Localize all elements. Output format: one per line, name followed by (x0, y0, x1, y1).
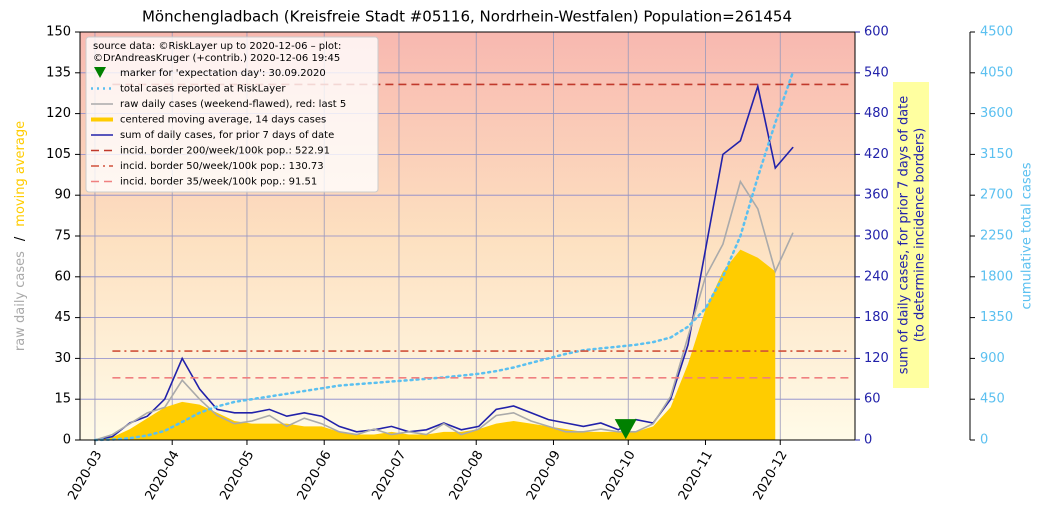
legend-box (85, 36, 379, 193)
x-tick-label: 2020-03 (65, 448, 105, 503)
x-tick-label: 2020-04 (143, 448, 183, 503)
legend-source: ©DrAndreasKruger (+contrib.) 2020-12-06 … (93, 53, 340, 64)
y3-tick-label: 2700 (980, 188, 1013, 203)
y3-tick-label: 0 (980, 433, 988, 448)
y2-tick-label: 60 (864, 392, 881, 407)
legend-label: marker for 'expectation day': 30.09.2020 (120, 68, 326, 79)
x-tick-label: 2020-10 (599, 448, 639, 503)
y-tick-label: 90 (54, 188, 71, 203)
x-tick-label: 2020-06 (295, 448, 335, 503)
area (94, 249, 776, 440)
y3-axis-label: cumulative total cases (1020, 162, 1035, 309)
y3-tick-label: 2250 (980, 229, 1013, 244)
legend-label: raw daily cases (weekend-flawed), red: l… (120, 99, 346, 110)
y2-tick-label: 180 (864, 310, 889, 325)
x-tick-label: 2020-08 (447, 448, 487, 503)
y-axis-label: raw daily cases / moving average (13, 121, 28, 351)
y-tick-label: 60 (54, 269, 71, 284)
y2-tick-label: 540 (864, 65, 889, 80)
chart-title: Mönchengladbach (Kreisfreie Stadt #05116… (142, 8, 792, 26)
x-tick-label: 2020-09 (524, 448, 564, 503)
y-tick-label: 150 (46, 25, 71, 40)
legend: source data: ©RiskLayer up to 2020-12-06… (85, 36, 379, 193)
expectation-marker (614, 419, 637, 440)
y-tick-label: 45 (54, 310, 71, 325)
y3-tick-label: 4050 (980, 65, 1013, 80)
x-tick-label: 2020-12 (751, 448, 791, 503)
y2-tick-label: 360 (864, 188, 889, 203)
x-tick-label: 2020-11 (676, 448, 716, 503)
y3-tick-label: 3150 (980, 147, 1013, 162)
y2-tick-label: 0 (864, 433, 872, 448)
y3-tick-label: 3600 (980, 106, 1013, 121)
y2-tick-label: 600 (864, 25, 889, 40)
legend-label: total cases reported at RiskLayer (120, 84, 286, 95)
y2-tick-label: 240 (864, 269, 889, 284)
y3-tick-label: 450 (980, 392, 1005, 407)
legend-label: centered moving average, 14 days cases (120, 115, 326, 126)
y-label-part: / (13, 236, 28, 241)
x-tick-label: 2020-07 (369, 448, 409, 503)
line (94, 179, 794, 441)
x-tick-label: 2020-05 (217, 448, 257, 503)
y2-tick-label: 420 (864, 147, 889, 162)
y-tick-label: 120 (46, 106, 71, 121)
y2-axis-label: sum of daily cases, for prior 7 days of … (897, 96, 912, 375)
legend-label: incid. border 200/week/100k pop.: 522.91 (120, 146, 330, 157)
y2-tick-label: 480 (864, 106, 889, 121)
y3-tick-label: 1800 (980, 269, 1013, 284)
y-tick-label: 0 (63, 433, 71, 448)
legend-label: incid. border 50/week/100k pop.: 130.73 (120, 161, 324, 172)
y2-tick-label: 300 (864, 229, 889, 244)
legend-swatch (94, 67, 106, 78)
y-tick-label: 105 (46, 147, 71, 162)
y2-tick-label: 120 (864, 351, 889, 366)
y3-tick-label: 4500 (980, 25, 1013, 40)
legend-source: source data: ©RiskLayer up to 2020-12-06… (93, 41, 341, 52)
y3-tick-label: 900 (980, 351, 1005, 366)
y3-tick-label: 1350 (980, 310, 1013, 325)
y-label-part: moving average (13, 121, 28, 227)
legend-label: sum of daily cases, for prior 7 days of … (120, 130, 334, 141)
y-tick-label: 15 (54, 392, 71, 407)
y-tick-label: 135 (46, 65, 71, 80)
y2-axis-label: (to determine incidence borders) (913, 128, 928, 343)
y-label-part: raw daily cases (13, 251, 28, 351)
y2-label-box (893, 82, 929, 388)
line (93, 71, 794, 442)
legend-label: incid. border 35/week/100k pop.: 91.51 (120, 177, 317, 188)
y-tick-label: 75 (54, 229, 71, 244)
y-tick-label: 30 (54, 351, 71, 366)
